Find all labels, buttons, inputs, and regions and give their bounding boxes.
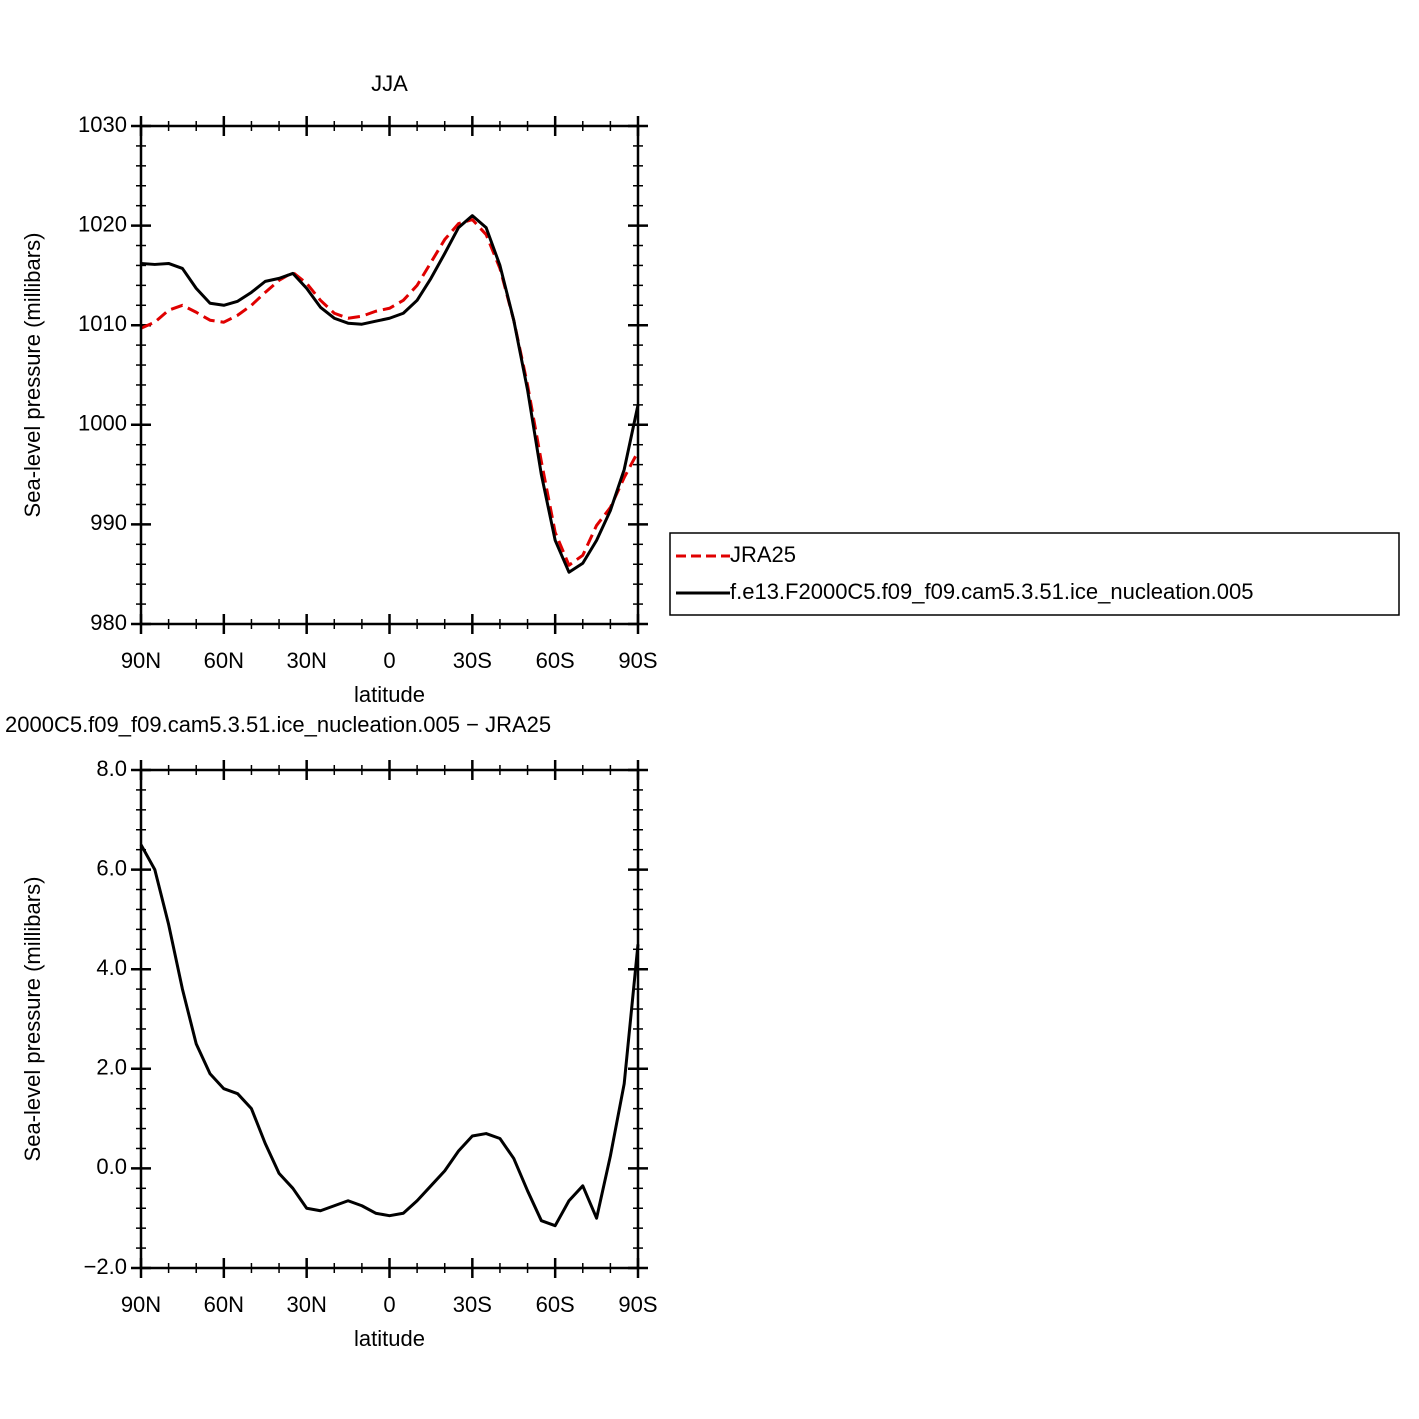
y-tick-label: −2.0 [84,1254,127,1279]
y-axis-label: Sea-level pressure (millibars) [20,877,45,1162]
x-tick-label: 60S [536,1292,575,1317]
x-tick-label: 0 [383,1292,395,1317]
x-tick-label: 90S [618,1292,657,1317]
x-tick-label: 30N [286,1292,326,1317]
x-tick-label: 0 [383,648,395,673]
y-tick-label: 1020 [78,211,127,236]
y-tick-label: 1010 [78,311,127,336]
y-tick-label: 6.0 [96,855,127,880]
x-tick-label: 30S [453,648,492,673]
x-axis-label: latitude [354,1326,425,1351]
chart-title: 2000C5.f09_f09.cam5.3.51.ice_nucleation.… [5,712,551,737]
x-axis-label: latitude [354,682,425,707]
y-tick-label: 1000 [78,411,127,436]
legend-label: JRA25 [730,542,796,567]
data-line [140,214,640,574]
plot-frame [139,768,640,1270]
x-tick-label: 60N [204,648,244,673]
x-tick-label: 30N [286,648,326,673]
data-line [140,218,640,567]
x-tick-label: 60S [536,648,575,673]
y-tick-label: 1030 [78,112,127,137]
y-tick-label: 0.0 [96,1154,127,1179]
y-tick-label: 990 [90,510,127,535]
x-tick-label: 90N [121,1292,161,1317]
y-tick-label: 8.0 [96,756,127,781]
x-tick-label: 90S [618,648,657,673]
y-tick-label: 980 [90,610,127,635]
y-tick-label: 4.0 [96,955,127,980]
legend-box [669,532,1400,616]
y-axis-label: Sea-level pressure (millibars) [20,233,45,518]
x-tick-label: 60N [204,1292,244,1317]
plot-frame [139,124,640,626]
x-tick-label: 90N [121,648,161,673]
legend-label: f.e13.F2000C5.f09_f09.cam5.3.51.ice_nucl… [730,579,1254,604]
chart-title: JJA [371,71,408,96]
x-tick-label: 30S [453,1292,492,1317]
y-tick-label: 2.0 [96,1055,127,1080]
data-line [139,843,640,1228]
